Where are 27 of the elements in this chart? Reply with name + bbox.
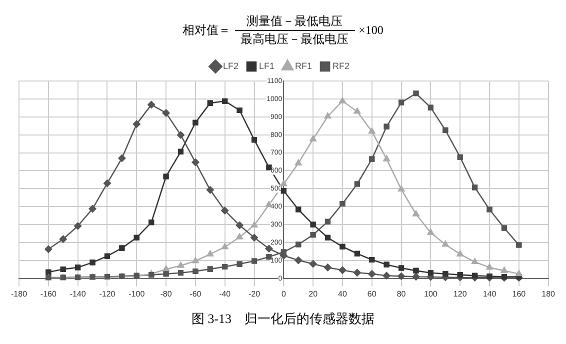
x-tick-label: -120	[99, 289, 116, 298]
caption: 图 3-13 归一化后的传感器数据	[190, 310, 376, 328]
x-tick-label: -140	[70, 289, 86, 298]
x-tick-label: -40	[219, 289, 232, 298]
x-tick-label: 120	[453, 289, 468, 298]
x-tick-label: -80	[160, 289, 172, 298]
text: ×100	[358, 22, 384, 38]
text: 最高电压－最低电压	[234, 30, 355, 48]
x-tick-label: 140	[482, 289, 497, 298]
x-tick-label: -60	[190, 289, 202, 298]
x-tick-label: -180	[11, 289, 28, 298]
x-tick-label: 60	[367, 289, 377, 298]
x-tick-label: 100	[424, 289, 438, 298]
text: 测量值－最低电压	[246, 12, 344, 30]
x-tick-label: 180	[542, 289, 556, 298]
x-tick-label: 160	[512, 289, 526, 298]
x-tick-label: 40	[338, 289, 348, 298]
legend-label: RF1	[295, 60, 312, 71]
x-tick-label: -20	[248, 289, 261, 298]
text: 相对值＝	[182, 22, 231, 38]
x-tick-label: 20	[308, 289, 318, 298]
x-tick-label: 80	[396, 289, 406, 298]
x-tick-label: -160	[40, 289, 57, 298]
legend-label: LF2	[222, 60, 239, 71]
x-tick-label: -100	[128, 289, 146, 298]
legend-label: RF2	[332, 60, 350, 71]
legend-label: LF1	[259, 60, 275, 71]
